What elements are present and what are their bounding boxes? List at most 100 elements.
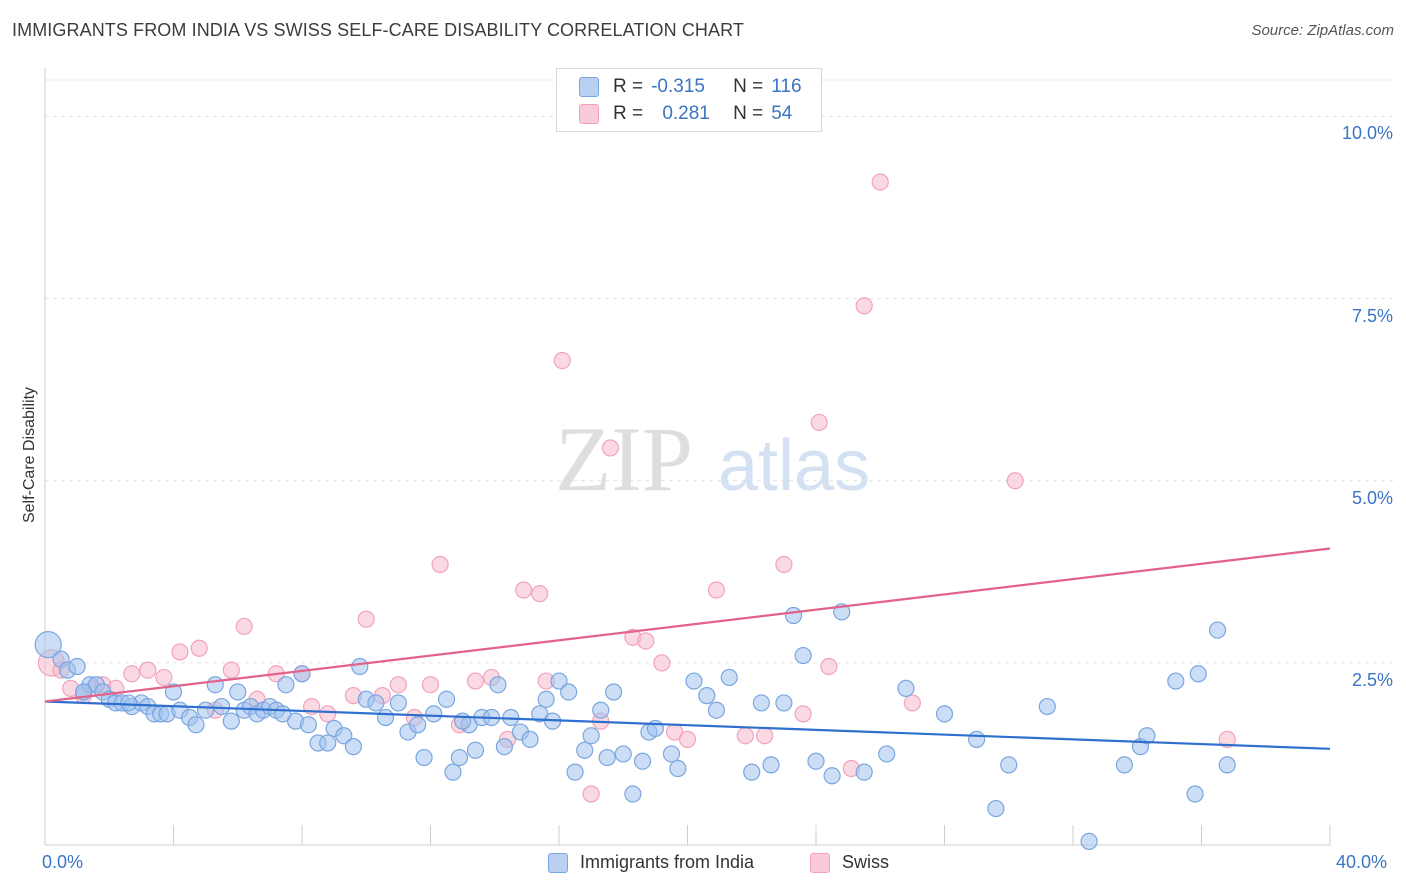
india-point bbox=[450, 748, 469, 767]
swiss-point bbox=[810, 413, 828, 432]
india-point bbox=[762, 756, 780, 774]
x-tick-label-max: 40.0% bbox=[1336, 852, 1388, 872]
india-point bbox=[415, 748, 433, 767]
watermark-zip: ZIP bbox=[555, 408, 693, 510]
swiss-point bbox=[357, 610, 375, 628]
india-point bbox=[68, 657, 86, 676]
india-point bbox=[531, 705, 549, 723]
india-point bbox=[1115, 756, 1134, 774]
swiss-point bbox=[155, 668, 173, 687]
swiss-point bbox=[515, 581, 533, 599]
india-point bbox=[987, 799, 1005, 818]
swiss-point bbox=[421, 676, 440, 694]
swiss-point bbox=[389, 676, 407, 694]
india-point bbox=[720, 668, 738, 687]
india-n-label: N = bbox=[733, 76, 764, 97]
stats-row-swiss: R = 0.281 N = 54 bbox=[579, 101, 792, 127]
watermark-atlas: atlas bbox=[718, 426, 870, 506]
india-point bbox=[624, 785, 642, 803]
india-point bbox=[437, 690, 456, 708]
swiss-point bbox=[190, 639, 208, 657]
swiss-point bbox=[855, 297, 873, 315]
india-point bbox=[335, 727, 353, 745]
india-point bbox=[897, 679, 915, 697]
swiss-r-label: R = bbox=[613, 103, 644, 124]
india-point bbox=[662, 745, 681, 763]
india-point bbox=[1038, 697, 1056, 716]
legend-india-swatch bbox=[548, 852, 568, 873]
y-tick-label-0: 2.5% bbox=[1351, 669, 1393, 690]
india-point bbox=[968, 730, 986, 748]
legend-item-india[interactable]: Immigrants from India bbox=[548, 852, 754, 873]
legend-swiss-swatch bbox=[810, 852, 830, 873]
india-point bbox=[878, 745, 896, 763]
india-point bbox=[1208, 621, 1227, 639]
stats-legend: R = -0.315 N = 116 R = 0.281 N = 54 bbox=[556, 68, 822, 132]
india-point bbox=[855, 763, 873, 781]
india-point bbox=[685, 672, 703, 690]
swiss-point bbox=[1006, 472, 1024, 490]
india-n-value: 116 bbox=[771, 76, 802, 97]
india-point bbox=[164, 683, 183, 701]
swiss-point bbox=[319, 705, 337, 723]
india-point bbox=[1000, 756, 1018, 774]
india-point bbox=[119, 694, 138, 712]
swiss-point bbox=[736, 727, 754, 745]
swiss-point bbox=[139, 661, 157, 679]
india-point bbox=[229, 683, 247, 701]
swiss-point bbox=[601, 439, 620, 457]
india-point bbox=[560, 683, 578, 701]
india-point bbox=[1189, 665, 1207, 683]
india-point bbox=[537, 690, 555, 708]
india-point bbox=[344, 738, 362, 756]
india-r-value: -0.315 bbox=[651, 76, 705, 97]
india-point bbox=[698, 687, 716, 705]
india-point bbox=[633, 752, 652, 770]
swiss-n-value: 54 bbox=[771, 103, 793, 124]
india-point bbox=[277, 676, 295, 694]
india-point bbox=[592, 701, 610, 719]
india-point bbox=[598, 748, 616, 767]
india-point bbox=[605, 683, 623, 701]
india-point bbox=[582, 727, 600, 745]
swiss-point bbox=[553, 351, 571, 370]
swiss-trend-line bbox=[44, 547, 1331, 703]
swiss-point bbox=[794, 705, 812, 723]
india-point bbox=[376, 708, 395, 727]
india-point bbox=[222, 712, 240, 730]
legend-item-swiss[interactable]: Swiss bbox=[810, 852, 889, 873]
india-swatch bbox=[579, 77, 599, 97]
swiss-point bbox=[531, 585, 549, 603]
india-point bbox=[466, 741, 485, 759]
swiss-point bbox=[707, 581, 726, 599]
india-point bbox=[425, 705, 443, 723]
swiss-point bbox=[775, 555, 793, 574]
swiss-point bbox=[582, 785, 600, 803]
india-point bbox=[187, 716, 205, 734]
india-point bbox=[614, 745, 632, 763]
india-point bbox=[566, 763, 584, 781]
india-point bbox=[1138, 727, 1156, 745]
india-point bbox=[775, 694, 793, 712]
india-point bbox=[213, 697, 231, 716]
india-point bbox=[823, 767, 841, 785]
swiss-point bbox=[431, 555, 449, 574]
india-point bbox=[389, 694, 407, 712]
watermark: ZIP atlas bbox=[555, 408, 870, 510]
grid-lines bbox=[45, 79, 1395, 664]
swiss-point bbox=[871, 173, 889, 191]
india-point bbox=[351, 657, 369, 676]
source-label: Source: ZipAtlas.com bbox=[1251, 22, 1394, 39]
swiss-point bbox=[1218, 730, 1236, 748]
y-tick-label-3: 10.0% bbox=[1341, 123, 1393, 144]
swiss-point bbox=[820, 657, 838, 676]
trend-lines bbox=[44, 547, 1331, 750]
swiss-point bbox=[123, 665, 141, 683]
india-point bbox=[274, 705, 292, 723]
india-point bbox=[454, 712, 472, 730]
india-point bbox=[206, 676, 224, 694]
india-point bbox=[409, 716, 427, 734]
india-point bbox=[1186, 785, 1204, 803]
series-legend: Immigrants from India Swiss bbox=[0, 852, 1406, 878]
